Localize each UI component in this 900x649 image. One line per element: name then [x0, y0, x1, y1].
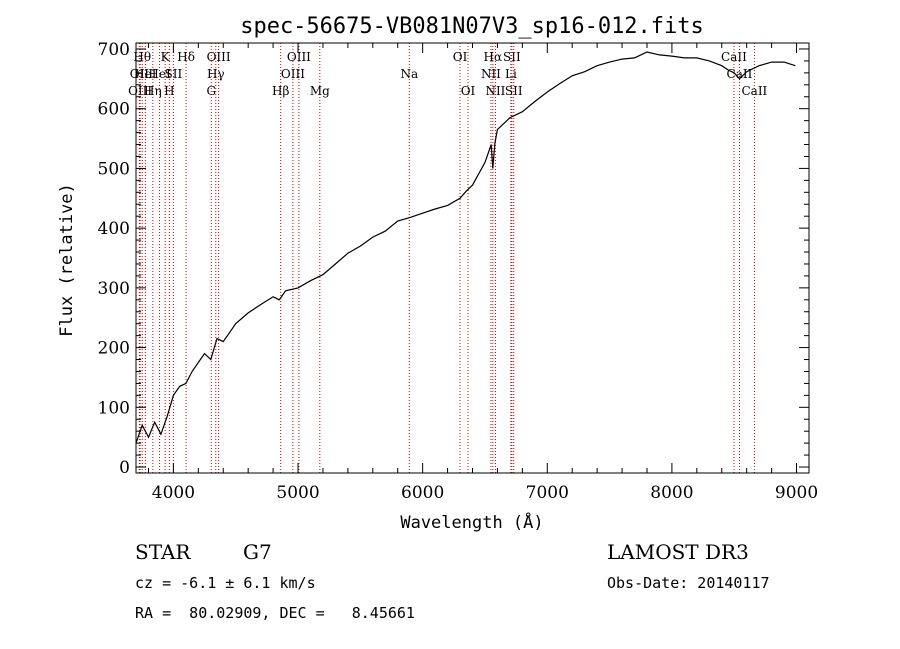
line-label: CaII	[741, 84, 767, 98]
y-tick-label: 600	[98, 100, 130, 120]
line-label: K	[161, 50, 171, 64]
series-layer	[135, 51, 796, 444]
observation-date: Obs-Date: 20140117	[607, 574, 770, 592]
redshift-cz: cz = -6.1 ± 6.1 km/s	[135, 574, 316, 592]
x-tick-label: 9000	[775, 483, 818, 503]
y-tick-label: 700	[98, 40, 130, 60]
y-tick-label: 400	[98, 219, 130, 239]
line-label: Hα	[484, 50, 503, 64]
line-label: H	[164, 84, 174, 98]
x-tick-label: 7000	[526, 483, 569, 503]
line-label: NII	[485, 84, 505, 98]
object-subclass: G7	[243, 540, 272, 564]
line-label: OIII	[281, 67, 305, 81]
line-label: CaII	[721, 50, 747, 64]
y-axis-label: Flux (relative)	[57, 183, 77, 337]
chart-title: spec-56675-VB081N07V3_sp16-012.fits	[240, 14, 704, 39]
x-tick-label: 5000	[276, 483, 319, 503]
line-label: OI	[461, 84, 476, 98]
x-tick-label: 6000	[401, 483, 444, 503]
line-label: CaII	[727, 67, 753, 81]
coordinates: RA = 80.02909, DEC = 8.45661	[135, 604, 415, 622]
line-label: OIII	[128, 84, 152, 98]
line-label: NII	[481, 67, 501, 81]
line-label: SII	[503, 50, 521, 64]
series-line-spectrum	[135, 51, 796, 444]
line-label: OII	[130, 67, 150, 81]
plot-frame	[135, 42, 810, 474]
line-label: SII	[165, 67, 183, 81]
line-label: Hδ	[177, 50, 195, 64]
line-label: Hβ	[272, 84, 289, 98]
axis-ticks: 4000 5000 6000 7000 8000 9000 0 100 200 300 400 500…	[98, 40, 819, 503]
survey-name: LAMOST DR3	[607, 540, 749, 564]
y-tick-label: 0	[119, 458, 130, 478]
line-label: Na	[400, 67, 418, 81]
line-label: Li	[505, 67, 517, 81]
object-class: STAR	[135, 540, 191, 564]
y-tick-label: 100	[98, 398, 130, 418]
line-label: OIII	[207, 50, 231, 64]
line-label: SII	[505, 84, 523, 98]
line-label: HeI	[134, 67, 157, 81]
line-label: G	[206, 84, 216, 98]
spectral-lines: OIIOIIIHθHeIHηHeIKHSIIHδGHγOIIIHβOIIIOII…	[128, 43, 768, 473]
y-tick-label: 300	[98, 279, 130, 299]
y-tick-label: 200	[98, 339, 130, 359]
y-tick-label: 500	[98, 159, 130, 179]
line-label: Mg	[310, 84, 330, 98]
line-label: OIII	[287, 50, 311, 64]
line-label: Hγ	[207, 67, 225, 81]
x-tick-label: 8000	[650, 483, 693, 503]
x-axis-label: Wavelength (Å)	[400, 511, 543, 533]
x-tick-label: 4000	[152, 483, 195, 503]
line-label: OI	[453, 50, 468, 64]
line-label: Hη	[144, 84, 162, 98]
